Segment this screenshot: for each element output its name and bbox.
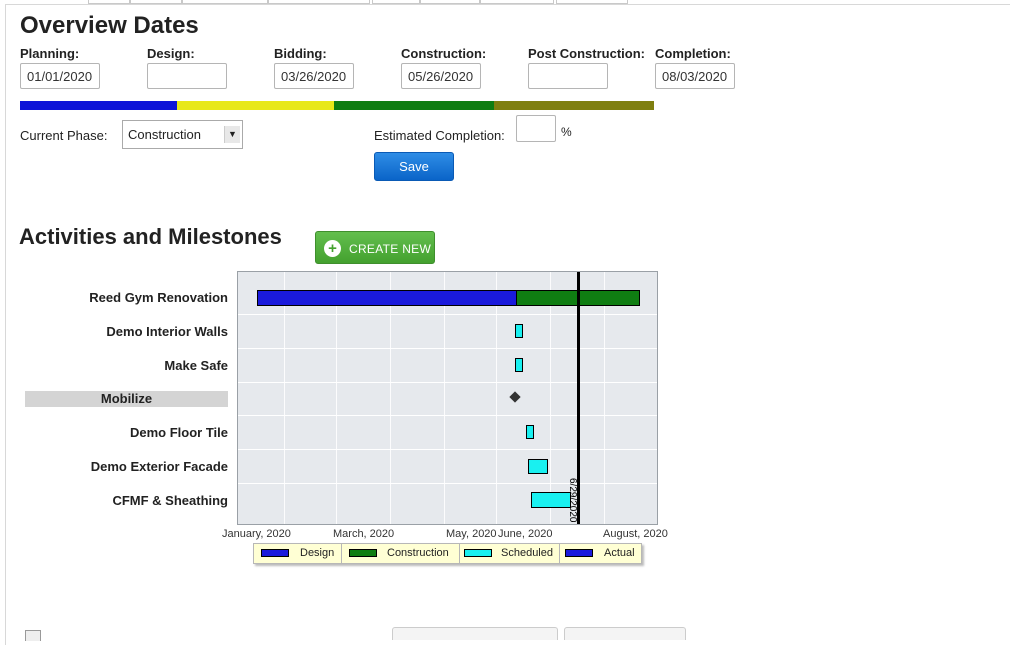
legend-item-design: Design	[254, 544, 342, 563]
overview-title: Overview Dates	[20, 12, 199, 39]
task-label-mobilize[interactable]: Mobilize	[25, 391, 228, 407]
legend-swatch	[261, 549, 289, 557]
legend-item-actual: Actual	[559, 544, 641, 563]
construction-label: Construction:	[401, 46, 487, 61]
percent-symbol: %	[561, 125, 572, 139]
task-label-demo-exterior-facade[interactable]: Demo Exterior Facade	[90, 459, 228, 474]
legend-item-scheduled: Scheduled	[459, 544, 560, 563]
legend-label: Construction	[387, 547, 449, 559]
task-label-demo-floor-tile[interactable]: Demo Floor Tile	[130, 425, 228, 440]
grid-line	[238, 415, 657, 416]
grid-line	[238, 314, 657, 315]
tab[interactable]	[268, 0, 370, 4]
phase-bar-planning	[20, 101, 177, 110]
legend-swatch	[349, 549, 377, 557]
legend-swatch	[565, 549, 593, 557]
bar-demo-floor-tile[interactable]	[526, 425, 534, 439]
phase-bar-bidding	[177, 101, 334, 110]
grid-line	[238, 348, 657, 349]
legend-swatch	[464, 549, 492, 557]
activities-title: Activities and Milestones	[19, 224, 282, 249]
chevron-down-icon[interactable]: ▼	[224, 126, 240, 143]
design-date-input[interactable]	[147, 63, 227, 89]
design-label: Design:	[147, 46, 195, 61]
estimated-completion-label: Estimated Completion:	[374, 128, 505, 143]
x-tick-label: March, 2020	[333, 528, 395, 540]
grid-line	[238, 449, 657, 450]
tab[interactable]	[88, 0, 130, 4]
grid-line	[550, 272, 551, 524]
bidding-date-input[interactable]: 03/26/2020	[274, 63, 354, 89]
completion-date-input[interactable]: 08/03/2020	[655, 63, 735, 89]
estimated-completion-input[interactable]	[516, 115, 556, 142]
tab-strip	[0, 0, 1010, 4]
grid-line	[336, 272, 337, 524]
tab[interactable]	[130, 0, 182, 4]
phase-bar-post-construction	[494, 101, 654, 110]
bar-demo-interior-walls[interactable]	[515, 324, 523, 338]
today-line	[577, 272, 580, 524]
x-tick-label: May, 2020	[446, 528, 497, 540]
task-label-demo-interior-walls[interactable]: Demo Interior Walls	[106, 324, 228, 339]
x-tick-label: August, 2020	[603, 528, 668, 540]
plus-icon: +	[324, 240, 341, 257]
planning-label: Planning:	[20, 46, 80, 61]
bar-make-safe[interactable]	[515, 358, 523, 372]
bottom-button[interactable]	[564, 627, 686, 640]
task-label-make-safe[interactable]: Make Safe	[164, 358, 228, 373]
legend-label: Scheduled	[501, 547, 553, 559]
post-construction-date-input[interactable]	[528, 63, 608, 89]
bottom-button[interactable]	[392, 627, 558, 640]
grid-line	[444, 272, 445, 524]
content-panel	[5, 4, 1010, 645]
legend-label: Design	[300, 547, 335, 559]
today-label: 6/29/2020	[567, 478, 578, 523]
milestone-mobilize-diamond[interactable]	[509, 391, 521, 403]
grid-line	[496, 272, 497, 524]
grid-line	[604, 272, 605, 524]
grid-line	[284, 272, 285, 524]
checkbox[interactable]	[25, 630, 41, 641]
task-label-reed-gym-renovation[interactable]: Reed Gym Renovation	[89, 290, 228, 305]
tab[interactable]	[556, 0, 628, 4]
task-label-cfmf-sheathing[interactable]: CFMF & Sheathing	[112, 493, 228, 508]
current-phase-select[interactable]: Construction ▼	[122, 120, 243, 149]
bidding-label: Bidding:	[274, 46, 327, 61]
x-tick-label: June, 2020	[498, 528, 553, 540]
tab[interactable]	[480, 0, 554, 4]
tab[interactable]	[182, 0, 268, 4]
bar-reed-gym-design[interactable]	[257, 290, 517, 306]
x-tick-label: January, 2020	[222, 528, 291, 540]
legend-item-construction: Construction	[341, 544, 460, 563]
tab[interactable]	[420, 0, 480, 4]
gantt-chart	[237, 271, 658, 525]
grid-line	[390, 272, 391, 524]
bar-demo-exterior-facade[interactable]	[528, 459, 548, 474]
create-new-button[interactable]: + CREATE NEW	[315, 231, 435, 264]
create-new-label: CREATE NEW	[349, 242, 432, 256]
post-construction-label: Post Construction:	[528, 46, 645, 61]
current-phase-label: Current Phase:	[20, 128, 108, 143]
chart-legend: Design Construction Scheduled Actual	[253, 543, 642, 564]
current-phase-value: Construction	[128, 127, 201, 142]
bar-cfmf-sheathing[interactable]	[531, 492, 571, 508]
grid-line	[238, 483, 657, 484]
tab[interactable]	[372, 0, 420, 4]
planning-date-input[interactable]: 01/01/2020	[20, 63, 100, 89]
save-button[interactable]: Save	[374, 152, 454, 181]
phase-bar-construction	[334, 101, 494, 110]
construction-date-input[interactable]: 05/26/2020	[401, 63, 481, 89]
grid-line	[238, 382, 657, 383]
completion-label: Completion:	[655, 46, 731, 61]
legend-label: Actual	[604, 547, 635, 559]
